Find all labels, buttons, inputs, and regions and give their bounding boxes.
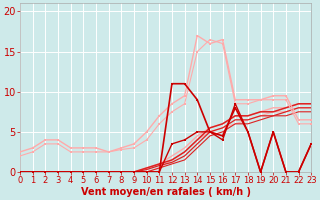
X-axis label: Vent moyen/en rafales ( km/h ): Vent moyen/en rafales ( km/h ) <box>81 187 251 197</box>
